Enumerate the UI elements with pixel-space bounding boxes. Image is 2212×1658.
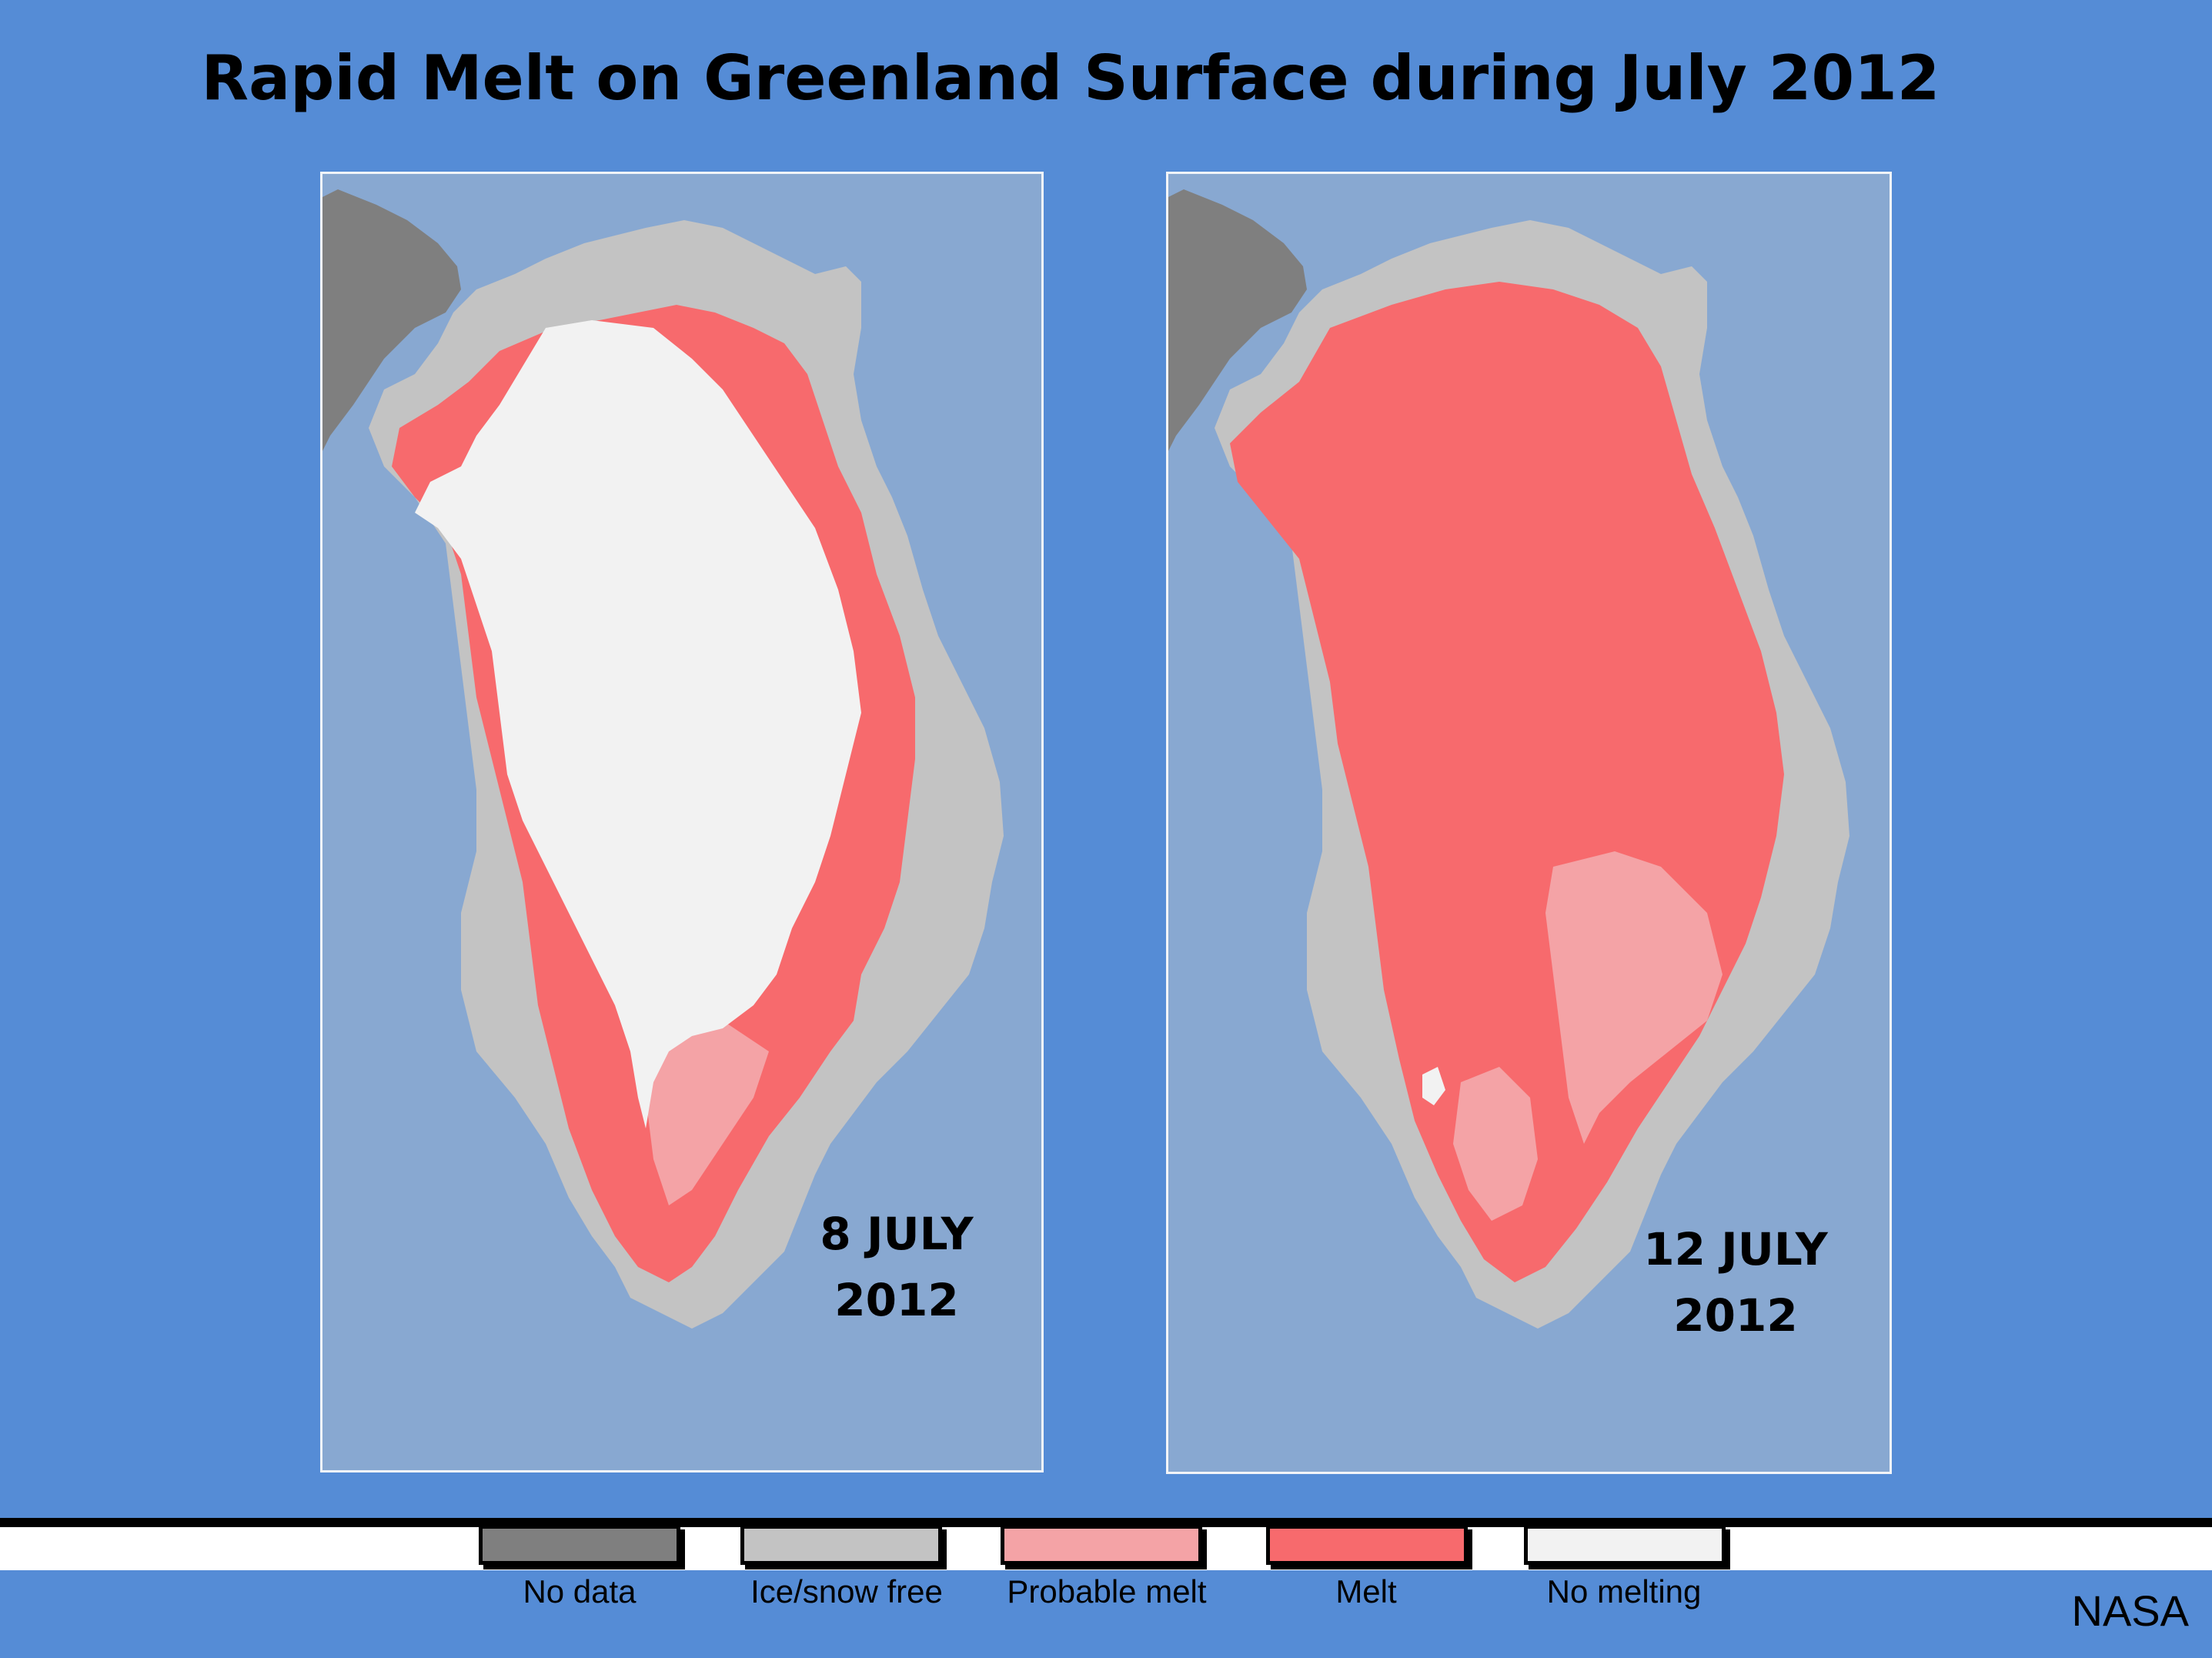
map-panel-12-july <box>1166 172 1892 1474</box>
date-label-right: 12 JULY 2012 <box>1601 1216 1870 1349</box>
probable-melt-region-south <box>1453 1067 1538 1221</box>
legend-label-probable-melt: Probable melt <box>1007 1573 1207 1610</box>
date-right-line2: 2012 <box>1673 1289 1798 1342</box>
page-title: Rapid Melt on Greenland Surface during J… <box>201 42 1940 114</box>
legend-label-no-melting: No melting <box>1546 1573 1702 1610</box>
credit-label: NASA <box>2071 1586 2190 1635</box>
no-melting-patch <box>1422 1067 1445 1105</box>
map-panel-8-july <box>320 172 1044 1472</box>
legend-swatch-melt <box>1266 1525 1468 1565</box>
date-label-left: 8 JULY 2012 <box>770 1201 1024 1333</box>
no-melting-region <box>415 320 861 1128</box>
probable-melt-region <box>1545 851 1722 1144</box>
legend-swatch-probable-melt <box>1001 1525 1202 1565</box>
legend-label-ice-snow-free: Ice/snow free <box>750 1573 943 1610</box>
legend-label-no-data: No data <box>523 1573 637 1610</box>
canada-landmass <box>322 189 461 451</box>
greenland-map-12-july <box>1168 189 1849 1329</box>
legend-swatch-no-melting <box>1524 1525 1726 1565</box>
legend-swatch-ice-snow-free <box>740 1525 942 1565</box>
date-left-line1: 8 JULY <box>820 1208 974 1260</box>
canada-landmass <box>1168 189 1307 451</box>
date-left-line2: 2012 <box>834 1274 959 1326</box>
greenland-map-8-july <box>322 189 1004 1329</box>
legend-label-melt: Melt <box>1335 1573 1397 1610</box>
date-right-line1: 12 JULY <box>1643 1223 1828 1275</box>
legend-swatch-no-data <box>479 1525 680 1565</box>
